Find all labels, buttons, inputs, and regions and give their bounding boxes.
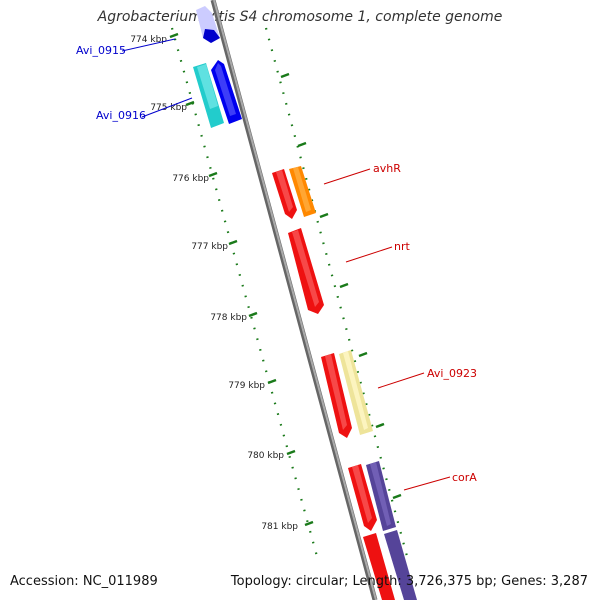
gene-red-4[interactable]	[363, 533, 395, 600]
outer-tick-ring	[170, 27, 320, 561]
scale-label: 777 kbp	[191, 242, 228, 252]
gene-red-1[interactable]	[272, 169, 297, 219]
scale-label: 780 kbp	[247, 451, 284, 461]
scale-label: 778 kbp	[210, 313, 247, 323]
leader-nrt	[345, 246, 393, 263]
gene-label[interactable]: Avi_0923	[427, 367, 477, 380]
scale-label: 779 kbp	[228, 381, 265, 391]
gene-avhR[interactable]	[289, 166, 316, 217]
gene-red-2[interactable]	[321, 353, 352, 438]
gene-red-3[interactable]	[348, 464, 377, 531]
genome-summary: Topology: circular; Length: 3,726,375 bp…	[230, 574, 588, 589]
leader-avhR	[323, 168, 371, 185]
major-ticks-right	[280, 72, 402, 500]
gene-nrt[interactable]	[288, 228, 324, 314]
major-ticks-left	[169, 32, 314, 527]
accession-label: Accession: NC_011989	[10, 574, 158, 589]
scale-label: 781 kbp	[261, 522, 298, 532]
gene-label[interactable]: Avi_0915	[76, 44, 126, 57]
scale-label: 776 kbp	[172, 174, 209, 184]
gene-avi-0923[interactable]	[339, 350, 373, 435]
scale-label: 774 kbp	[130, 35, 167, 45]
leader-avi-0915	[121, 38, 176, 52]
gene-avi-0915[interactable]	[196, 6, 220, 43]
gene-label[interactable]: Avi_0916	[96, 109, 146, 122]
gene-purple-2[interactable]	[384, 530, 417, 600]
scale-label: 775 kbp	[150, 103, 187, 113]
gene-corA[interactable]	[366, 461, 396, 531]
inner-tick-ring	[264, 27, 410, 561]
gene-avi-0916[interactable]	[193, 60, 242, 128]
gene-label[interactable]: avhR	[373, 162, 401, 175]
gene-label[interactable]: nrt	[394, 240, 410, 253]
leader-avi-0916	[141, 97, 193, 118]
leader-corA	[403, 476, 451, 491]
gene-label[interactable]: corA	[452, 471, 477, 484]
leader-avi-0923	[377, 372, 425, 389]
